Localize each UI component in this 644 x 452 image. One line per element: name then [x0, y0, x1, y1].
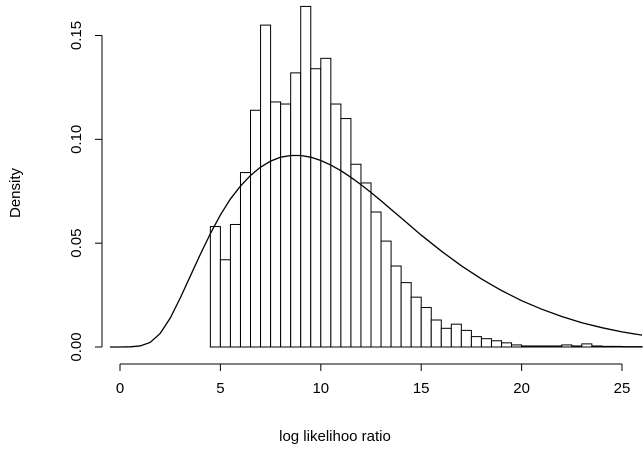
density-curve — [109, 154, 643, 348]
histogram-bar — [340, 118, 352, 348]
histogram-bar — [490, 340, 503, 348]
histogram-bar — [330, 103, 342, 348]
x-tick-label: 5 — [216, 380, 224, 397]
histogram-bar — [521, 345, 533, 348]
histogram-bar — [591, 345, 603, 348]
y-axis: 0.00 0.05 0.10 0.15 — [68, 21, 103, 362]
histogram-bar — [350, 163, 362, 348]
histogram-bar — [360, 182, 372, 348]
histogram-bar — [541, 345, 553, 348]
y-tick-label: 0.15 — [68, 21, 85, 50]
histogram-bar — [420, 307, 432, 348]
histogram-bar — [511, 344, 523, 348]
histogram-bar — [470, 336, 482, 348]
histogram-bar — [400, 282, 412, 348]
histogram-bar — [229, 223, 241, 348]
y-tick-label: 0.05 — [68, 229, 85, 258]
x-tick-label: 15 — [413, 380, 430, 397]
histogram-bar — [239, 172, 252, 348]
histogram-bar — [501, 342, 513, 348]
histogram-bar — [440, 327, 452, 348]
x-tick-label: 10 — [312, 380, 329, 397]
histogram-bar — [430, 319, 442, 348]
histogram-bar — [209, 226, 221, 348]
x-axis-label: log likelihoo ratio — [279, 428, 391, 445]
histogram-bar — [219, 259, 231, 348]
histogram-bar — [611, 345, 623, 348]
x-tick-label: 25 — [614, 380, 631, 397]
histogram-bar — [561, 344, 573, 348]
histogram-bar — [380, 240, 392, 348]
x-tick-label: 20 — [513, 380, 530, 397]
histogram-bar — [260, 24, 272, 348]
histogram-bar — [310, 68, 322, 348]
histogram-bar — [450, 323, 462, 348]
histogram-bar — [581, 343, 593, 348]
histogram-bar — [370, 211, 382, 348]
histogram-bar — [270, 101, 282, 348]
x-axis: 0 5 10 15 20 25 — [116, 363, 631, 397]
histogram-bar — [390, 265, 402, 348]
histogram-bar — [551, 345, 563, 348]
histogram-bar — [410, 296, 422, 348]
histogram-bar — [320, 57, 332, 348]
histogram-bar — [631, 346, 643, 348]
histogram-bar — [621, 346, 633, 348]
y-axis-label: Density — [7, 167, 24, 218]
histogram-bar — [290, 72, 302, 348]
histogram-bar — [531, 345, 543, 348]
histogram-bar — [480, 338, 492, 348]
histogram-bar — [601, 345, 613, 348]
histogram-bar — [250, 109, 262, 348]
histogram-bar — [300, 5, 312, 348]
histogram-bars — [209, 5, 643, 348]
y-tick-label: 0.00 — [68, 332, 85, 361]
x-tick-label: 0 — [116, 380, 124, 397]
histogram-bar — [460, 329, 472, 348]
histogram-bar — [280, 103, 292, 348]
y-tick-label: 0.10 — [68, 125, 85, 154]
histogram-bar — [571, 345, 583, 348]
